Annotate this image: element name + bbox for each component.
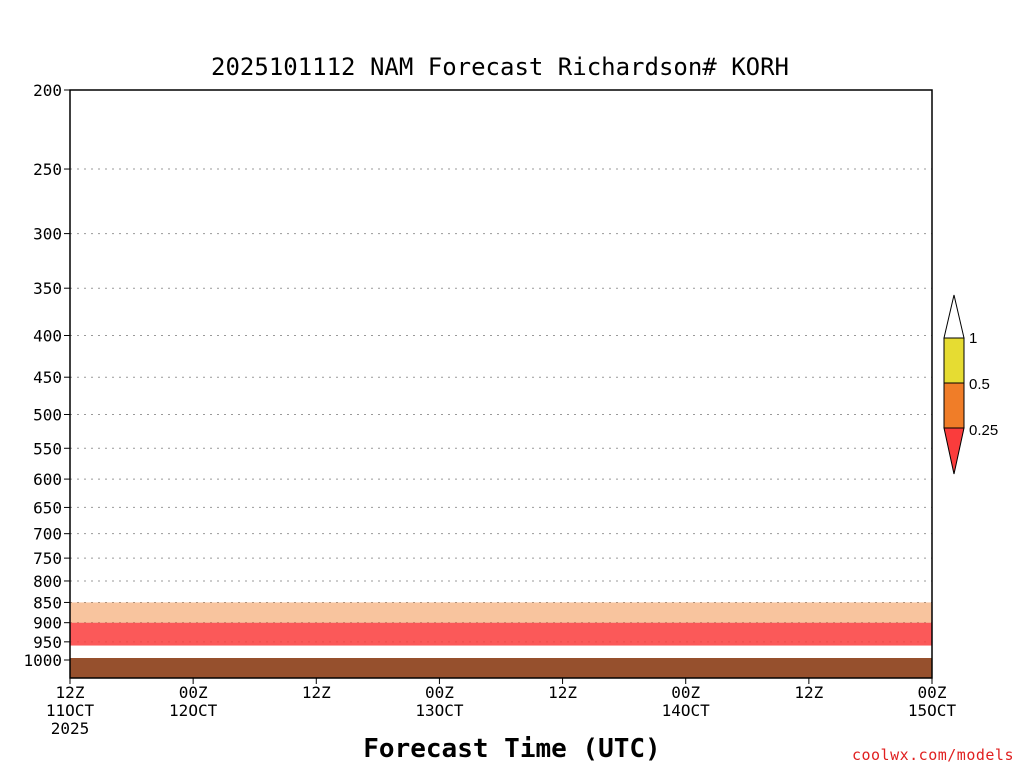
y-tick-label: 650: [33, 498, 62, 517]
plot-area: [70, 90, 932, 678]
x-tick-label: 14OCT: [662, 701, 711, 720]
y-tick-label: 1000: [23, 651, 62, 670]
colorbar-swatch: [943, 382, 965, 429]
y-tick-label: 400: [33, 326, 62, 345]
y-tick-label: 600: [33, 470, 62, 489]
y-tick-label: 200: [33, 81, 62, 100]
colorbar-swatch: [943, 337, 965, 384]
x-tick-label: 12OCT: [169, 701, 218, 720]
ground-band: [70, 658, 932, 678]
colorbar-under-arrow: [943, 427, 965, 475]
field-band: [70, 622, 932, 646]
y-tick-label: 550: [33, 439, 62, 458]
x-tick-label: 12Z: [548, 683, 577, 702]
colorbar: 1 0.5 0.25: [943, 294, 998, 475]
x-tick-label: 15OCT: [908, 701, 957, 720]
credit-text: coolwx.com/models: [851, 746, 1014, 764]
richardson-field: [70, 602, 932, 646]
x-tick-label: 00Z: [179, 683, 208, 702]
y-tick-label: 450: [33, 368, 62, 387]
y-tick-label: 300: [33, 225, 62, 244]
x-tick-label: 12Z: [302, 683, 331, 702]
x-tick-label: 11OCT: [46, 701, 95, 720]
field-band: [70, 602, 932, 623]
y-tick-label: 700: [33, 525, 62, 544]
x-tick-label: 00Z: [671, 683, 700, 702]
colorbar-label: 0.5: [969, 376, 990, 393]
chart-title: 2025101112 NAM Forecast Richardson# KORH: [211, 53, 789, 81]
plot-frame: [69, 89, 933, 679]
x-tick-label: 12Z: [56, 683, 85, 702]
y-tick-label: 750: [33, 549, 62, 568]
x-axis-label: Forecast Time (UTC): [363, 734, 660, 764]
colorbar-over-arrow: [943, 294, 965, 339]
y-tick-label: 500: [33, 406, 62, 425]
y-tick-label: 950: [33, 633, 62, 652]
x-tick-label: 13OCT: [415, 701, 464, 720]
y-axis: 200 250 300 350 400 450 500 550 600 650 700 750 800 8…: [23, 81, 70, 670]
colorbar-label: 0.25: [969, 422, 998, 439]
y-tick-label: 800: [33, 572, 62, 591]
y-tick-label: 350: [33, 279, 62, 298]
y-tick-label: 900: [33, 614, 62, 633]
x-tick-label: 00Z: [918, 683, 947, 702]
y-tick-label: 250: [33, 160, 62, 179]
x-tick-label: 00Z: [425, 683, 454, 702]
colorbar-label: 1: [969, 330, 977, 347]
y-tick-label: 850: [33, 593, 62, 612]
x-tick-label: 2025: [51, 719, 90, 738]
x-tick-label: 12Z: [794, 683, 823, 702]
